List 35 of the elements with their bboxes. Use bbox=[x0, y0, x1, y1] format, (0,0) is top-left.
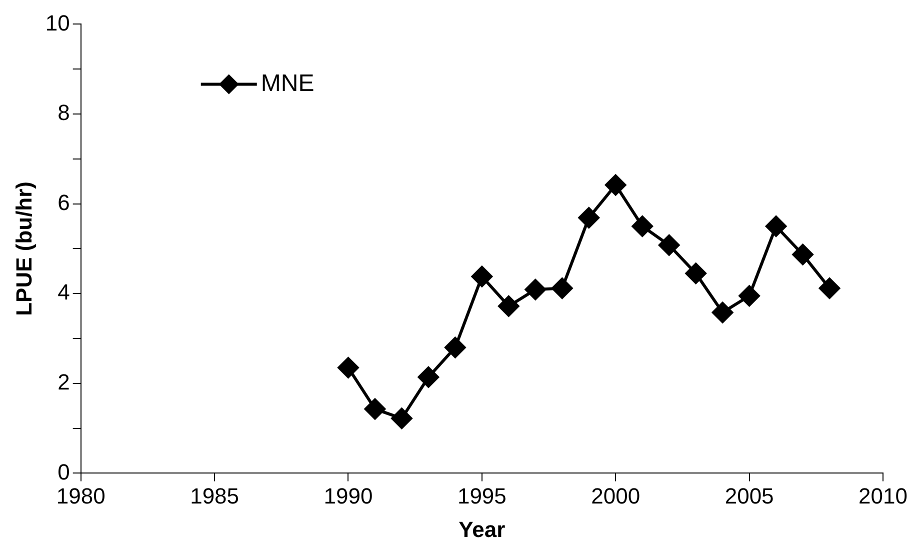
point bbox=[685, 262, 706, 284]
y-tick-label: 10 bbox=[45, 10, 70, 36]
x-tick-label: 1995 bbox=[457, 483, 506, 508]
point bbox=[792, 244, 814, 266]
x-tick-label: 1980 bbox=[56, 483, 106, 508]
y-tick-label: 4 bbox=[58, 280, 70, 305]
point bbox=[471, 266, 492, 288]
point bbox=[605, 174, 626, 196]
point bbox=[498, 296, 520, 317]
y-tick-label: 0 bbox=[58, 459, 70, 484]
point bbox=[552, 278, 573, 299]
legend-label: MNE bbox=[260, 70, 314, 97]
point bbox=[738, 285, 760, 306]
point bbox=[712, 302, 734, 323]
point bbox=[338, 357, 359, 378]
point bbox=[766, 216, 787, 237]
x-tick-label: 1990 bbox=[324, 483, 373, 508]
x-tick-label: 2000 bbox=[591, 483, 640, 508]
point bbox=[418, 366, 439, 388]
y-tick-label: 8 bbox=[58, 100, 70, 126]
x-axis-title: Year bbox=[458, 516, 506, 542]
x-tick-label: 1985 bbox=[190, 483, 240, 508]
x-tick-label: 2010 bbox=[858, 483, 908, 508]
point bbox=[632, 216, 653, 237]
point bbox=[578, 207, 600, 228]
y-tick-label: 2 bbox=[58, 369, 70, 394]
point bbox=[444, 336, 466, 358]
point bbox=[391, 408, 412, 429]
y-tick-label: 6 bbox=[58, 190, 70, 215]
y-axis-title: LPUE (bu/hr) bbox=[11, 181, 36, 316]
point bbox=[364, 398, 386, 420]
x-tick-label: 2005 bbox=[724, 483, 774, 508]
point bbox=[524, 279, 546, 300]
point bbox=[819, 278, 840, 299]
point bbox=[658, 234, 680, 256]
